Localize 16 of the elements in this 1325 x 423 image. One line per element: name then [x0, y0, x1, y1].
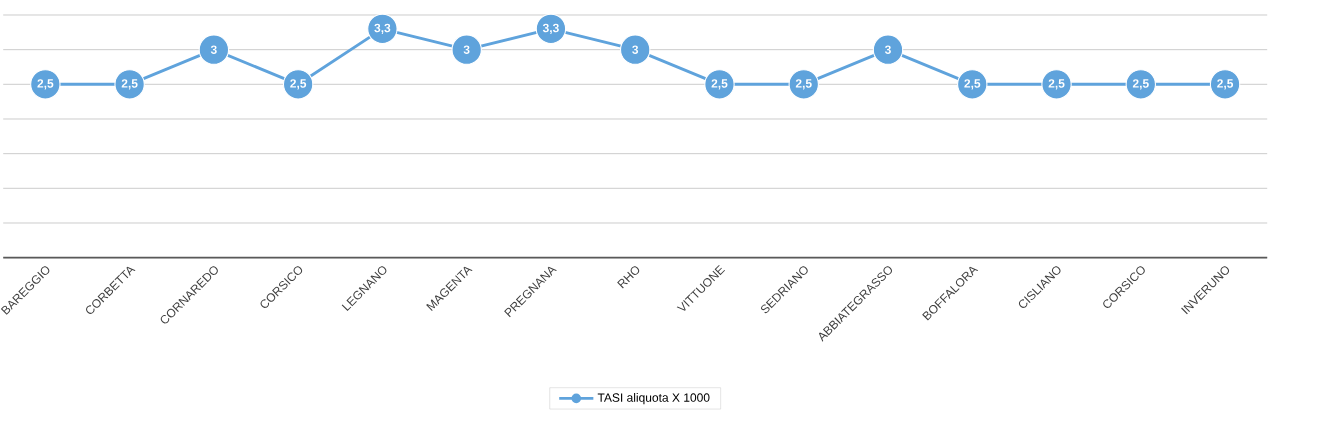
data-label: 2,5 — [1132, 79, 1149, 90]
data-label: 3 — [463, 45, 470, 54]
data-label: 2,5 — [290, 79, 307, 90]
data-label: 2,5 — [795, 79, 812, 90]
data-label: 2,5 — [1217, 79, 1234, 90]
data-label: 2,5 — [964, 79, 981, 90]
data-label: 3 — [884, 45, 891, 54]
data-label: 2,5 — [37, 79, 54, 90]
legend-label: TASI aliquota X 1000 — [597, 393, 710, 405]
data-label: 2,5 — [1048, 79, 1065, 90]
data-label: 3,3 — [542, 23, 559, 34]
data-label: 3,3 — [374, 23, 391, 34]
data-label: 3 — [632, 45, 639, 54]
data-label: 2,5 — [121, 79, 138, 90]
data-label: 3 — [210, 45, 217, 54]
data-label: 2,5 — [711, 79, 728, 90]
